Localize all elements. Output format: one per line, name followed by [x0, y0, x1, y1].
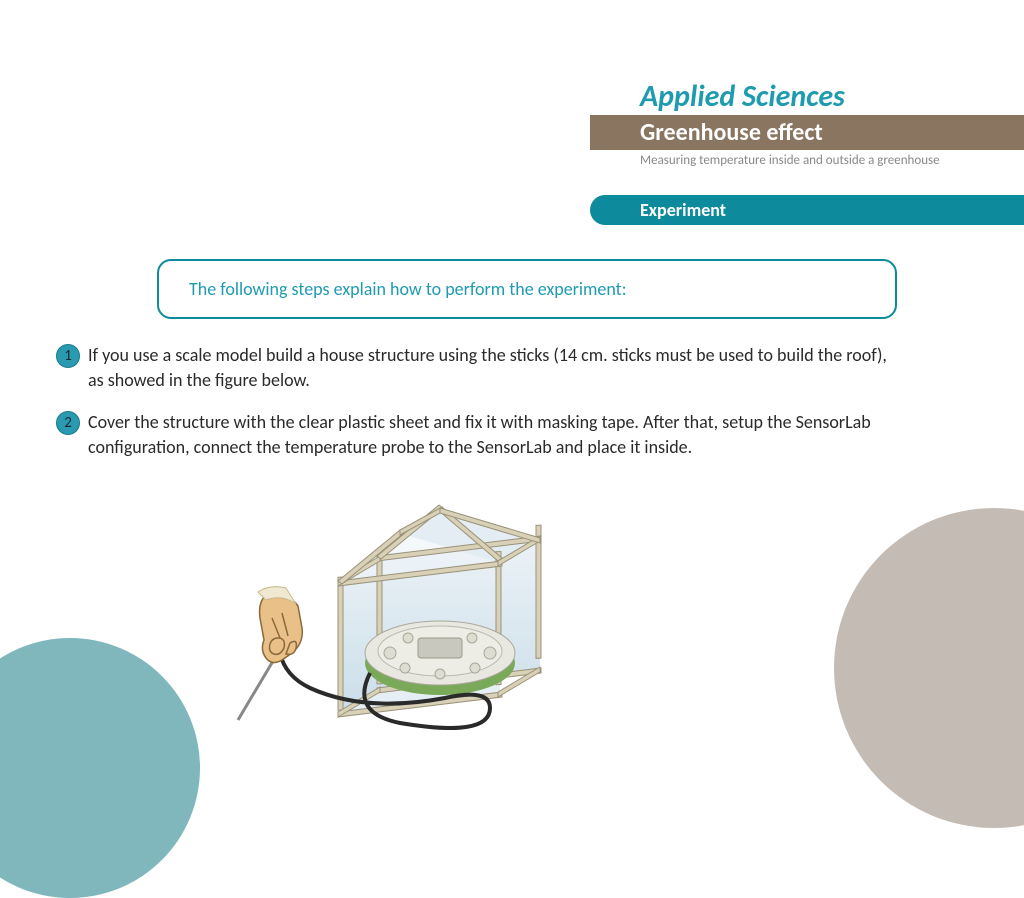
intro-text: The following steps explain how to perfo…	[189, 278, 627, 300]
step-item: 2 Cover the structure with the clear pla…	[56, 410, 906, 460]
topic-subtitle: Measuring temperature inside and outside…	[640, 153, 960, 170]
topic-text: Greenhouse effect	[640, 118, 823, 147]
decor-circle-left	[0, 638, 200, 898]
topic-banner: Greenhouse effect	[590, 115, 1024, 150]
intro-callout: The following steps explain how to perfo…	[157, 259, 897, 319]
step-text: If you use a scale model build a house s…	[88, 343, 906, 393]
step-text: Cover the structure with the clear plast…	[88, 410, 906, 460]
brand-title: Applied Sciences	[640, 78, 845, 115]
greenhouse-illustration	[230, 488, 610, 758]
section-text: Experiment	[640, 199, 726, 221]
brand-text: Applied Sciences	[640, 78, 845, 115]
decor-circle-right	[834, 508, 1024, 828]
step-item: 1 If you use a scale model build a house…	[56, 343, 906, 393]
section-banner: Experiment	[590, 195, 1024, 225]
step-number-badge: 1	[56, 344, 80, 368]
step-number-badge: 2	[56, 411, 80, 435]
